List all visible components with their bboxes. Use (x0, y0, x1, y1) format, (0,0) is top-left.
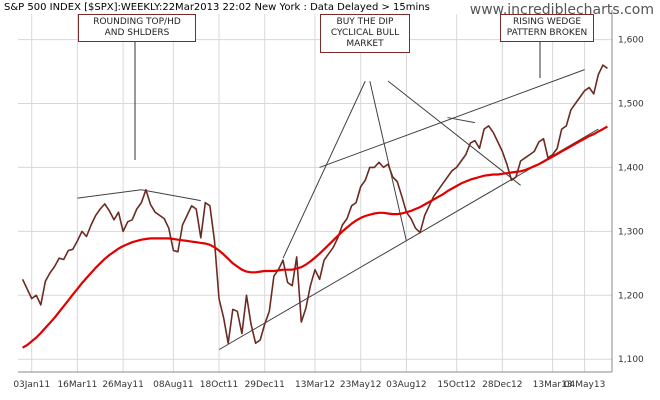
y-tick-label: 1,500 (618, 100, 644, 110)
x-tick-label: 03Aug12 (386, 380, 426, 390)
y-tick-label: 1,600 (618, 36, 644, 46)
chart-title: S&P 500 INDEX [$SPX]:WEEKLY:22Mar2013 22… (4, 2, 430, 13)
x-tick-label: 16Mar11 (57, 380, 97, 390)
chart-series (21, 64, 608, 349)
x-tick-label: 26May11 (102, 380, 144, 390)
trendline (369, 81, 407, 242)
x-tick-label: 08Aug11 (153, 380, 193, 390)
trendline (141, 189, 201, 202)
x-tick-label: 23May12 (340, 380, 382, 390)
chart-grid (18, 14, 612, 372)
y-tick-label: 1,200 (618, 291, 644, 301)
trendline (447, 117, 476, 124)
x-tick-label: 13Mar12 (295, 380, 335, 390)
price-line (21, 64, 608, 345)
annotation-rising-wedge: RISING WEDGE PATTERN BROKEN (500, 14, 594, 42)
y-tick-label: 1,300 (618, 227, 644, 237)
y-tick-label: 1,100 (618, 355, 644, 365)
x-tick-label: 13Mar13 (533, 380, 573, 390)
chart-axes: 1,100 1,200 1,300 1,400 1,500 1,600 03Jan11 16M… (13, 10, 644, 390)
x-tick-label: 15Oct12 (437, 380, 475, 390)
x-tick-label: 18Oct11 (200, 380, 238, 390)
x-tick-label: 04May13 (564, 380, 606, 390)
annotation-rounding-top: ROUNDING TOP/HD AND SHLDERS (78, 14, 196, 42)
x-tick-label: 29Dec11 (245, 380, 285, 390)
trendline (387, 80, 521, 186)
y-tick-label: 1,400 (618, 163, 644, 173)
trendlines (77, 38, 599, 351)
annotation-buy-the-dip: BUY THE DIP CYCLICAL BULL MARKET (320, 14, 410, 53)
trendline (77, 189, 142, 199)
x-tick-label: 28Dec12 (482, 380, 522, 390)
trendline (282, 80, 366, 259)
moving-average-line (22, 125, 608, 349)
x-tick-label: 03Jan11 (13, 380, 50, 390)
